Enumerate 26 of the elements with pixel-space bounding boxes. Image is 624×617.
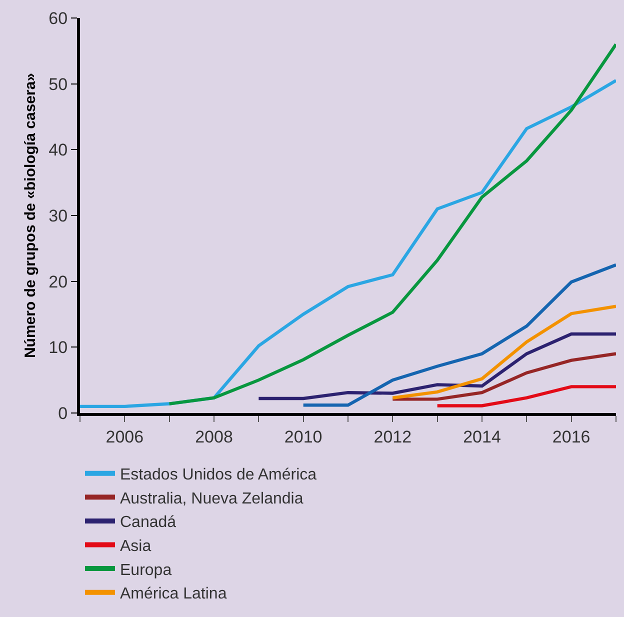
line-series bbox=[391, 352, 616, 401]
y-tick-label: 30 bbox=[48, 206, 68, 226]
legend-label: América Latina bbox=[120, 586, 227, 603]
x-tick-label: 2010 bbox=[284, 427, 322, 446]
legend-label: Asia bbox=[120, 538, 152, 555]
x-tick-label: 2016 bbox=[552, 427, 590, 446]
y-axis-title: Número de grupos de «biología casera» bbox=[22, 72, 39, 358]
y-tick-label: 0 bbox=[58, 404, 68, 423]
x-tick-label: 2014 bbox=[463, 427, 501, 446]
legend-label: Canadá bbox=[120, 514, 176, 532]
x-tick-label: 2012 bbox=[374, 427, 412, 446]
line-series bbox=[257, 332, 616, 400]
line-series bbox=[80, 78, 616, 408]
y-tick-label: 20 bbox=[48, 272, 68, 292]
legend-label: Australia, Nueva Zelandia bbox=[120, 490, 304, 508]
y-tick-label: 60 bbox=[48, 8, 68, 28]
legend-label: Estados Unidos de América bbox=[120, 466, 317, 484]
x-tick-label: 2008 bbox=[195, 427, 233, 446]
y-tick-label: 10 bbox=[48, 338, 68, 358]
line-series bbox=[391, 304, 616, 400]
line-series bbox=[302, 263, 616, 407]
y-tick-label: 50 bbox=[48, 74, 68, 94]
legend-label: Europa bbox=[120, 562, 172, 579]
x-tick-label: 2006 bbox=[106, 427, 144, 446]
line-series bbox=[168, 42, 616, 406]
y-tick-label: 40 bbox=[48, 140, 68, 160]
